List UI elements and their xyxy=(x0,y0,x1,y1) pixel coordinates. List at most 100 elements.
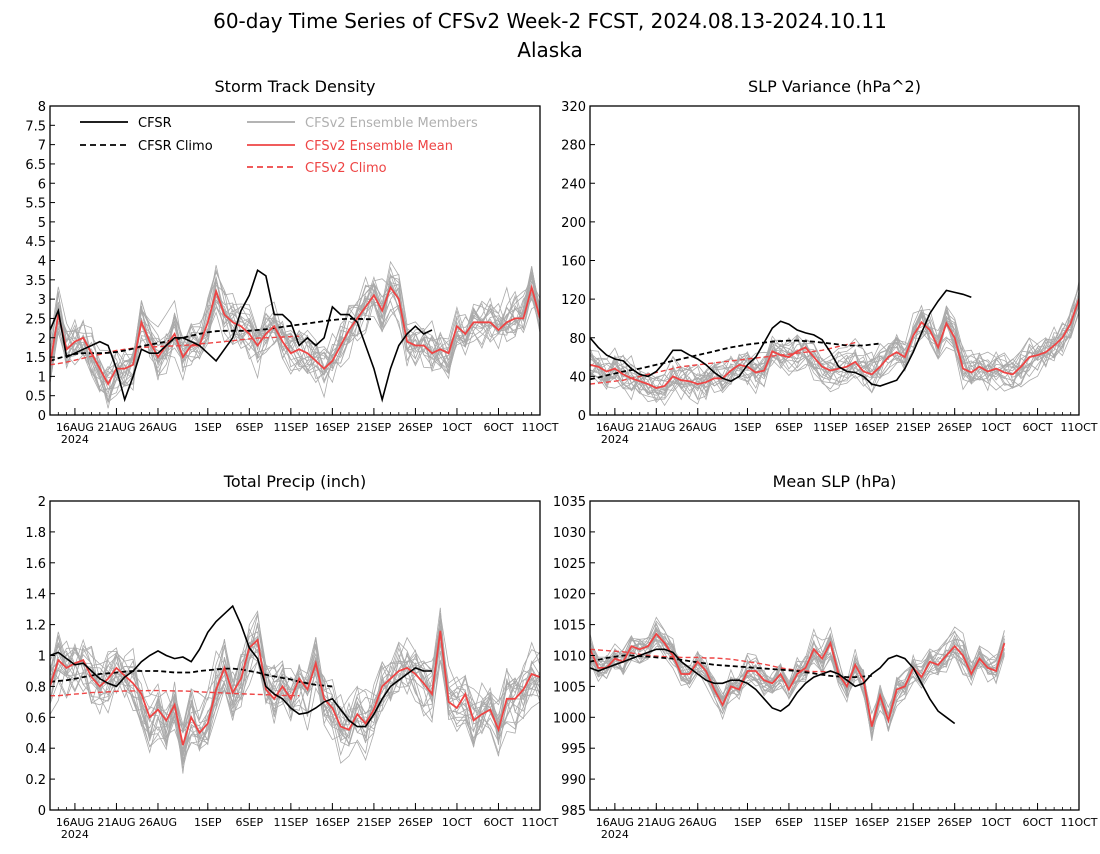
x-tick-label: 26SEP xyxy=(398,421,433,434)
y-tick-label: 4.5 xyxy=(25,235,46,250)
x-tick-label: 1SEP xyxy=(734,816,762,829)
cfsr-line xyxy=(50,268,433,403)
y-tick-label: 1.5 xyxy=(25,351,46,366)
x-tick-label: 21SEP xyxy=(357,421,392,434)
cfsv2-climo-line xyxy=(590,341,856,385)
y-tick-label: 0.8 xyxy=(25,680,46,695)
ensemble-mean-line xyxy=(590,298,1079,389)
y-tick-label: 120 xyxy=(561,293,586,308)
ensemble-member-line xyxy=(50,641,540,753)
ensemble-member-line xyxy=(50,276,540,392)
y-tick-label: 0.4 xyxy=(25,742,46,757)
y-tick-label: 4 xyxy=(38,255,46,270)
chart-panel-2: SLP Variance (hPa^2) 0 40 80 120 160 200 240 280… xyxy=(561,77,1098,446)
panels-group: Storm Track Density 0 0.5 1 1.5 2 2.5 3 3.5 4 4.5 5… xyxy=(25,77,1097,841)
plot-area xyxy=(590,280,1079,407)
x-year-label: 2024 xyxy=(61,433,89,446)
y-tick-label: 1015 xyxy=(553,619,586,634)
x-tick-label: 1SEP xyxy=(194,421,222,434)
y-tick-label: 0 xyxy=(38,409,46,424)
ensemble-member-line xyxy=(50,277,540,403)
x-tick-label: 26AUG xyxy=(679,816,717,829)
ensemble-member-line xyxy=(590,629,1005,731)
y-tick-label: 5 xyxy=(38,216,46,231)
x-tick-label: 21AUG xyxy=(637,816,675,829)
chart-panel-4: Mean SLP (hPa) 985 990 995 1000 1005 1010 1015 1… xyxy=(553,472,1098,841)
ensemble-member-line xyxy=(50,623,540,765)
chart-panel-1: Storm Track Density 0 0.5 1 1.5 2 2.5 3 3.5 4 4.5 5… xyxy=(25,77,558,446)
x-tick-label: 16SEP xyxy=(855,816,890,829)
y-tick-label: 1025 xyxy=(553,557,586,572)
ensemble-member-line xyxy=(590,636,1005,738)
ensemble-member-line xyxy=(590,285,1079,388)
x-tick-label: 26AUG xyxy=(139,421,177,434)
cfsr-line xyxy=(590,289,972,387)
x-tick-label: 1OCT xyxy=(981,816,1011,829)
y-tick-label: 6 xyxy=(38,177,46,192)
ensemble-member-line xyxy=(590,293,1079,401)
cfsr-climo-line xyxy=(590,654,872,678)
cfsv2-climo-line xyxy=(50,335,300,366)
x-tick-label: 1SEP xyxy=(734,421,762,434)
cfsr-line xyxy=(50,604,432,728)
x-tick-label: 16AUG xyxy=(56,816,94,829)
x-year-label: 2024 xyxy=(601,828,629,841)
y-tick-label: 1020 xyxy=(553,588,586,603)
y-tick-label: 40 xyxy=(569,370,586,385)
x-tick-label: 1OCT xyxy=(442,421,472,434)
ensemble-mean-line xyxy=(50,284,540,387)
x-tick-label: 11SEP xyxy=(274,421,309,434)
y-tick-label: 6.5 xyxy=(25,158,46,173)
x-tick-label: 1OCT xyxy=(442,816,472,829)
panel-title: Mean SLP (hPa) xyxy=(773,472,897,491)
y-tick-label: 1035 xyxy=(553,495,586,510)
x-year-label: 2024 xyxy=(601,433,629,446)
y-tick-label: 995 xyxy=(561,742,586,757)
y-tick-label: 3.5 xyxy=(25,274,46,289)
ensemble-member-line xyxy=(50,621,540,762)
ensemble-member-line xyxy=(590,300,1079,392)
y-tick-label: 1 xyxy=(38,370,46,385)
y-tick-label: 2.5 xyxy=(25,312,46,327)
x-tick-label: 16SEP xyxy=(855,421,890,434)
y-tick-label: 0.6 xyxy=(25,711,46,726)
ensemble-member-line xyxy=(50,639,540,747)
figure-subtitle: Alaska xyxy=(517,38,582,62)
x-tick-label: 16SEP xyxy=(315,816,350,829)
x-tick-label: 11SEP xyxy=(813,421,848,434)
x-tick-label: 16AUG xyxy=(596,816,634,829)
y-tick-label: 2 xyxy=(38,495,46,510)
y-tick-label: 8 xyxy=(38,100,46,115)
ensemble-member-line xyxy=(590,304,1079,403)
panel-title: SLP Variance (hPa^2) xyxy=(748,77,921,96)
ensemble-member-line xyxy=(590,305,1079,392)
x-tick-label: 11OCT xyxy=(521,421,558,434)
y-tick-label: 1005 xyxy=(553,680,586,695)
ensemble-member-line xyxy=(590,633,1005,728)
ensemble-member-line xyxy=(50,268,540,390)
x-tick-label: 21AUG xyxy=(97,816,135,829)
x-tick-label: 6OCT xyxy=(1023,816,1053,829)
y-tick-label: 3 xyxy=(38,293,46,308)
y-tick-label: 1.8 xyxy=(25,526,46,541)
ensemble-mean-line xyxy=(590,632,1006,727)
cfsr-line xyxy=(590,648,956,725)
ensemble-member-line xyxy=(50,273,540,391)
x-tick-label: 11OCT xyxy=(521,816,558,829)
y-tick-label: 5.5 xyxy=(25,197,46,212)
panel-title: Total Precip (inch) xyxy=(223,472,366,491)
x-tick-label: 11SEP xyxy=(274,816,309,829)
panel-title: Storm Track Density xyxy=(215,77,376,96)
x-year-label: 2024 xyxy=(61,828,89,841)
plot-area xyxy=(50,260,540,409)
legend-cfsr-label: CFSR xyxy=(138,116,172,131)
y-tick-label: 0.2 xyxy=(25,773,46,788)
ensemble-member-line xyxy=(50,284,540,393)
ensemble-member-line xyxy=(590,284,1079,395)
y-tick-label: 7 xyxy=(38,139,46,154)
y-tick-label: 320 xyxy=(561,100,586,115)
y-tick-label: 1.2 xyxy=(25,619,46,634)
x-tick-label: 6SEP xyxy=(775,421,803,434)
